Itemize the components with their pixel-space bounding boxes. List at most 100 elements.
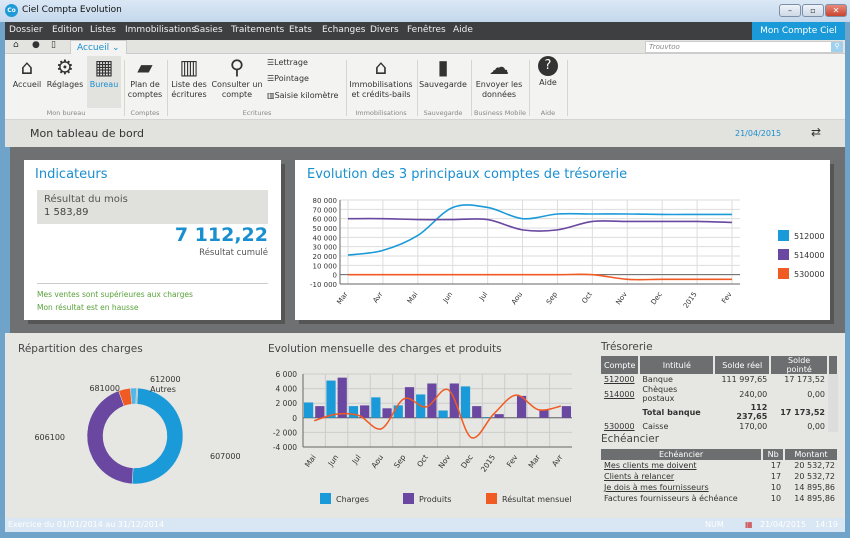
label: Accueil (12, 80, 42, 89)
x-tick-label: Oct (581, 290, 595, 305)
search-input[interactable]: Trouvtoo (645, 41, 843, 53)
menu-saisies[interactable]: Sasies (194, 25, 223, 35)
cloud-upload-icon: ☁ (489, 55, 509, 79)
y-tick-label: 80 000 (313, 197, 338, 205)
table-cell: 112 237,65 (736, 403, 768, 421)
maximize-button[interactable]: ▫ (802, 4, 824, 17)
table-cell: Caisse (642, 422, 669, 431)
table-cell: 17 (770, 461, 782, 470)
table-cell[interactable]: 530000 (604, 422, 635, 431)
refresh-icon[interactable]: ⇄ (811, 125, 822, 139)
col-header[interactable]: Solde pointé (770, 356, 829, 374)
legend-label: 514000 (794, 251, 825, 260)
envoyer-donnees-button[interactable]: ☁ Envoyer les données (473, 56, 525, 100)
sauvegarde-button[interactable]: ▮ Sauvegarde (419, 56, 467, 90)
mon-compte-ciel-button[interactable]: Mon Compte Ciel (752, 22, 845, 40)
list-icon: ☰ (267, 74, 275, 83)
menu-dossier[interactable]: Dossier (9, 25, 43, 35)
table-cell: 14 895,86 (794, 483, 835, 492)
series-line-resultat (313, 388, 561, 439)
quick-access-bar: ⌂ ● ▯ Accueil ⌄ Trouvtoo ⚲ (5, 40, 845, 54)
menu-divers[interactable]: Divers (370, 25, 399, 35)
menu-echanges[interactable]: Echanges (322, 25, 366, 35)
table-cell: 240,00 (739, 389, 768, 399)
card-title: Indicateurs (35, 167, 108, 182)
scrollbar[interactable] (828, 421, 838, 432)
pointage-button[interactable]: ☰Pointage (267, 74, 309, 83)
table-cell: 111 997,65 (721, 375, 768, 384)
y-tick-label: 10 000 (313, 262, 338, 270)
menu-aide[interactable]: Aide (453, 25, 473, 35)
saisie-km-button[interactable]: ▥Saisie kilomètre (267, 91, 338, 100)
col-header[interactable]: Intitulé (639, 356, 716, 374)
slice-label: Autres (150, 385, 176, 394)
separator (567, 60, 568, 116)
page-header: Mon tableau de bord 21/04/2015 ⇄ (5, 120, 845, 147)
table-cell[interactable]: Mes clients me doivent (604, 461, 697, 470)
document-icon[interactable]: ▯ (51, 40, 56, 50)
bar-Charges (483, 417, 493, 418)
scrollbar[interactable] (828, 374, 838, 385)
bar-Charges (460, 386, 471, 418)
close-button[interactable]: ✕ (825, 4, 847, 17)
y-tick-label: 0 (292, 414, 297, 423)
col-header[interactable]: Solde réel (714, 356, 772, 374)
col-header[interactable]: Montant (784, 449, 839, 460)
col-header[interactable]: Echéancier (601, 449, 764, 460)
menu-immobilisations[interactable]: Immobilisations (125, 25, 197, 35)
liste-ecritures-button[interactable]: ▥ Liste des écritures (169, 56, 209, 100)
tab-accueil[interactable]: Accueil ⌄ (70, 40, 127, 54)
y-tick-label: 40 000 (313, 234, 338, 242)
label: Saisie kilomètre (274, 91, 339, 100)
reglages-button[interactable]: ⚙ Réglages (45, 56, 85, 90)
table-row[interactable]: Factures fournisseurs à échéance 10 14 895… (601, 493, 838, 504)
table-row[interactable]: 530000 Caisse 170,00 0,00 (601, 421, 838, 432)
page-date[interactable]: 21/04/2015 (735, 129, 782, 138)
x-tick-label: Aou (369, 453, 385, 470)
home-icon[interactable]: ⌂ (13, 40, 19, 50)
menu-fenetres[interactable]: Fenêtres (407, 25, 446, 35)
col-header[interactable]: Nb (762, 449, 786, 460)
series-line-514000 (347, 217, 733, 232)
search-icon[interactable]: ⚲ (831, 42, 843, 52)
title-bar: Co Ciel Compta Evolution – ▫ ✕ (0, 0, 850, 22)
table-cell[interactable]: 514000 (604, 389, 635, 399)
col-header[interactable]: Compte (601, 356, 641, 374)
table-cell[interactable]: Clients à relancer (604, 472, 675, 481)
bar-Charges (393, 405, 403, 418)
scrollbar[interactable] (828, 403, 838, 421)
accueil-button[interactable]: ⌂ Accueil (9, 56, 45, 90)
menu-etats[interactable]: Etats (289, 25, 312, 35)
x-tick-label: Oct (415, 453, 430, 469)
plan-comptes-button[interactable]: ▰ Plan de comptes (126, 56, 164, 100)
table-row[interactable]: Je dois à mes fournisseurs 10 14 895,86 (601, 482, 838, 493)
globe-icon[interactable]: ● (32, 40, 40, 50)
tab-label: Accueil (77, 43, 110, 53)
menu-edition[interactable]: Edition (52, 25, 84, 35)
bar-Produits (360, 405, 370, 418)
table-cell[interactable]: Je dois à mes fournisseurs (604, 483, 709, 492)
table-row[interactable]: 514000 Chèques postaux 240,00 0,00 (601, 385, 838, 403)
menu-listes[interactable]: Listes (90, 25, 116, 35)
scrollbar[interactable] (828, 385, 838, 403)
table-cell: 0,00 (807, 389, 825, 399)
bar-Produits (382, 408, 392, 418)
label: Liste des écritures (171, 80, 207, 99)
table-row[interactable]: Total banque 112 237,65 17 173,52 (601, 403, 838, 421)
table-cell[interactable]: 512000 (604, 375, 635, 384)
x-tick-label: Aou (510, 291, 524, 307)
legend-swatch (320, 493, 331, 504)
lettrage-button[interactable]: ☰Lettrage (267, 58, 308, 67)
table-row[interactable]: Mes clients me doivent 17 20 532,72 (601, 460, 838, 471)
minimize-button[interactable]: – (779, 4, 801, 17)
consulter-compte-button[interactable]: ⚲ Consulter un compte (211, 56, 263, 100)
menu-traitements[interactable]: Traitements (231, 25, 285, 35)
immobilisations-button[interactable]: ⌂ Immobilisations et crédits-bails (348, 56, 414, 100)
table-row[interactable]: 512000 Banque 111 997,65 17 173,52 (601, 374, 838, 385)
table-row[interactable]: Clients à relancer 17 20 532,72 (601, 471, 838, 482)
bureau-button[interactable]: ▦ Bureau (87, 56, 121, 108)
aide-button[interactable]: ? Aide (531, 56, 565, 88)
table-cell: 14 895,86 (794, 494, 835, 503)
